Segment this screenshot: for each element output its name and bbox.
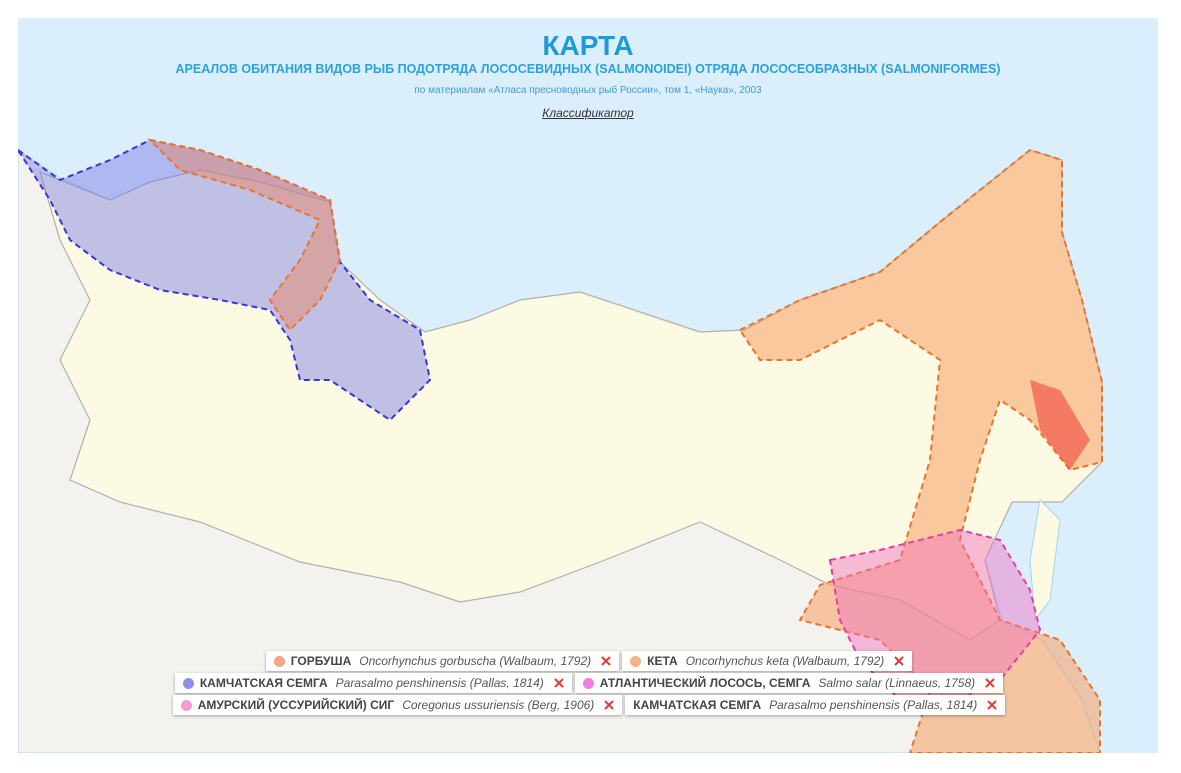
sakhalin: [1029, 498, 1061, 622]
species-latin: Salmo salar (Linnaeus, 1758): [818, 676, 976, 690]
range-orange-west: [146, 138, 342, 332]
species-latin: Parasalmo penshinensis (Pallas, 1814): [335, 676, 544, 690]
legend-item[interactable]: АТЛАНТИЧЕСКИЙ ЛОСОСЬ, СЕМГА Salmo salar (…: [574, 673, 1004, 693]
legend-row: ГОРБУША Oncorhynchus gorbuscha (Walbaum, …: [0, 651, 1178, 671]
range-orange: [738, 148, 1103, 753]
remove-button[interactable]: [987, 700, 997, 710]
map[interactable]: КАРТА АРЕАЛОВ ОБИТАНИЯ ВИДОВ РЫБ ПОДОТРЯ…: [18, 18, 1158, 753]
legend-dot: [273, 655, 285, 667]
legend-item[interactable]: КЕТА Oncorhynchus keta (Walbaum, 1792): [622, 651, 913, 671]
remove-button[interactable]: [985, 678, 995, 688]
legend: ГОРБУША Oncorhynchus gorbuscha (Walbaum, …: [0, 651, 1178, 717]
legend-dot: [182, 677, 194, 689]
remove-button[interactable]: [601, 656, 611, 666]
legend-row: АМУРСКИЙ (УССУРИЙСКИЙ) СИГ Coregonus ussu…: [0, 695, 1178, 715]
species-name: АТЛАНТИЧЕСКИЙ ЛОСОСЬ, СЕМГА: [599, 676, 811, 690]
remove-button[interactable]: [554, 678, 564, 688]
legend-item[interactable]: АМУРСКИЙ (УССУРИЙСКИЙ) СИГ Coregonus ussu…: [172, 695, 623, 715]
legend-row: КАМЧАТСКАЯ СЕМГА Parasalmo penshinensis (…: [0, 673, 1178, 693]
legend-item[interactable]: КАМЧАТСКАЯ СЕМГА Parasalmo penshinensis (…: [174, 673, 572, 693]
legend-item[interactable]: ГОРБУША Oncorhynchus gorbuscha (Walbaum, …: [265, 651, 620, 671]
classifier-link[interactable]: Классификатор: [18, 106, 1158, 120]
species-name: КАМЧАТСКАЯ СЕМГА: [199, 676, 328, 690]
species-latin: Coregonus ussuriensis (Berg, 1906): [402, 698, 595, 712]
species-name: ГОРБУША: [290, 654, 352, 668]
remove-button[interactable]: [894, 656, 904, 666]
species-name: КЕТА: [647, 654, 678, 668]
map-title: КАРТА: [542, 30, 634, 61]
source-note: по материалам «Атласа пресноводных рыб Р…: [414, 85, 762, 96]
range-red: [1030, 380, 1090, 470]
species-name: АМУРСКИЙ (УССУРИЙСКИЙ) СИГ: [197, 698, 395, 712]
legend-dot: [582, 677, 594, 689]
species-latin: Oncorhynchus keta (Walbaum, 1792): [685, 654, 885, 668]
map-canvas: [18, 138, 1103, 753]
species-latin: Parasalmo penshinensis (Pallas, 1814): [769, 698, 978, 712]
legend-item[interactable]: КАМЧАТСКАЯ СЕМГА Parasalmo penshinensis (…: [625, 695, 1006, 715]
map-subtitle: АРЕАЛОВ ОБИТАНИЯ ВИДОВ РЫБ ПОДОТРЯДА ЛОС…: [175, 62, 1001, 76]
remove-button[interactable]: [604, 700, 615, 710]
legend-dot: [180, 699, 192, 711]
classifier-link-text[interactable]: Классификатор: [542, 106, 634, 120]
species-name: КАМЧАТСКАЯ СЕМГА: [633, 698, 762, 712]
legend-dot: [630, 655, 642, 667]
species-latin: Oncorhynchus gorbuscha (Walbaum, 1792): [359, 654, 592, 668]
